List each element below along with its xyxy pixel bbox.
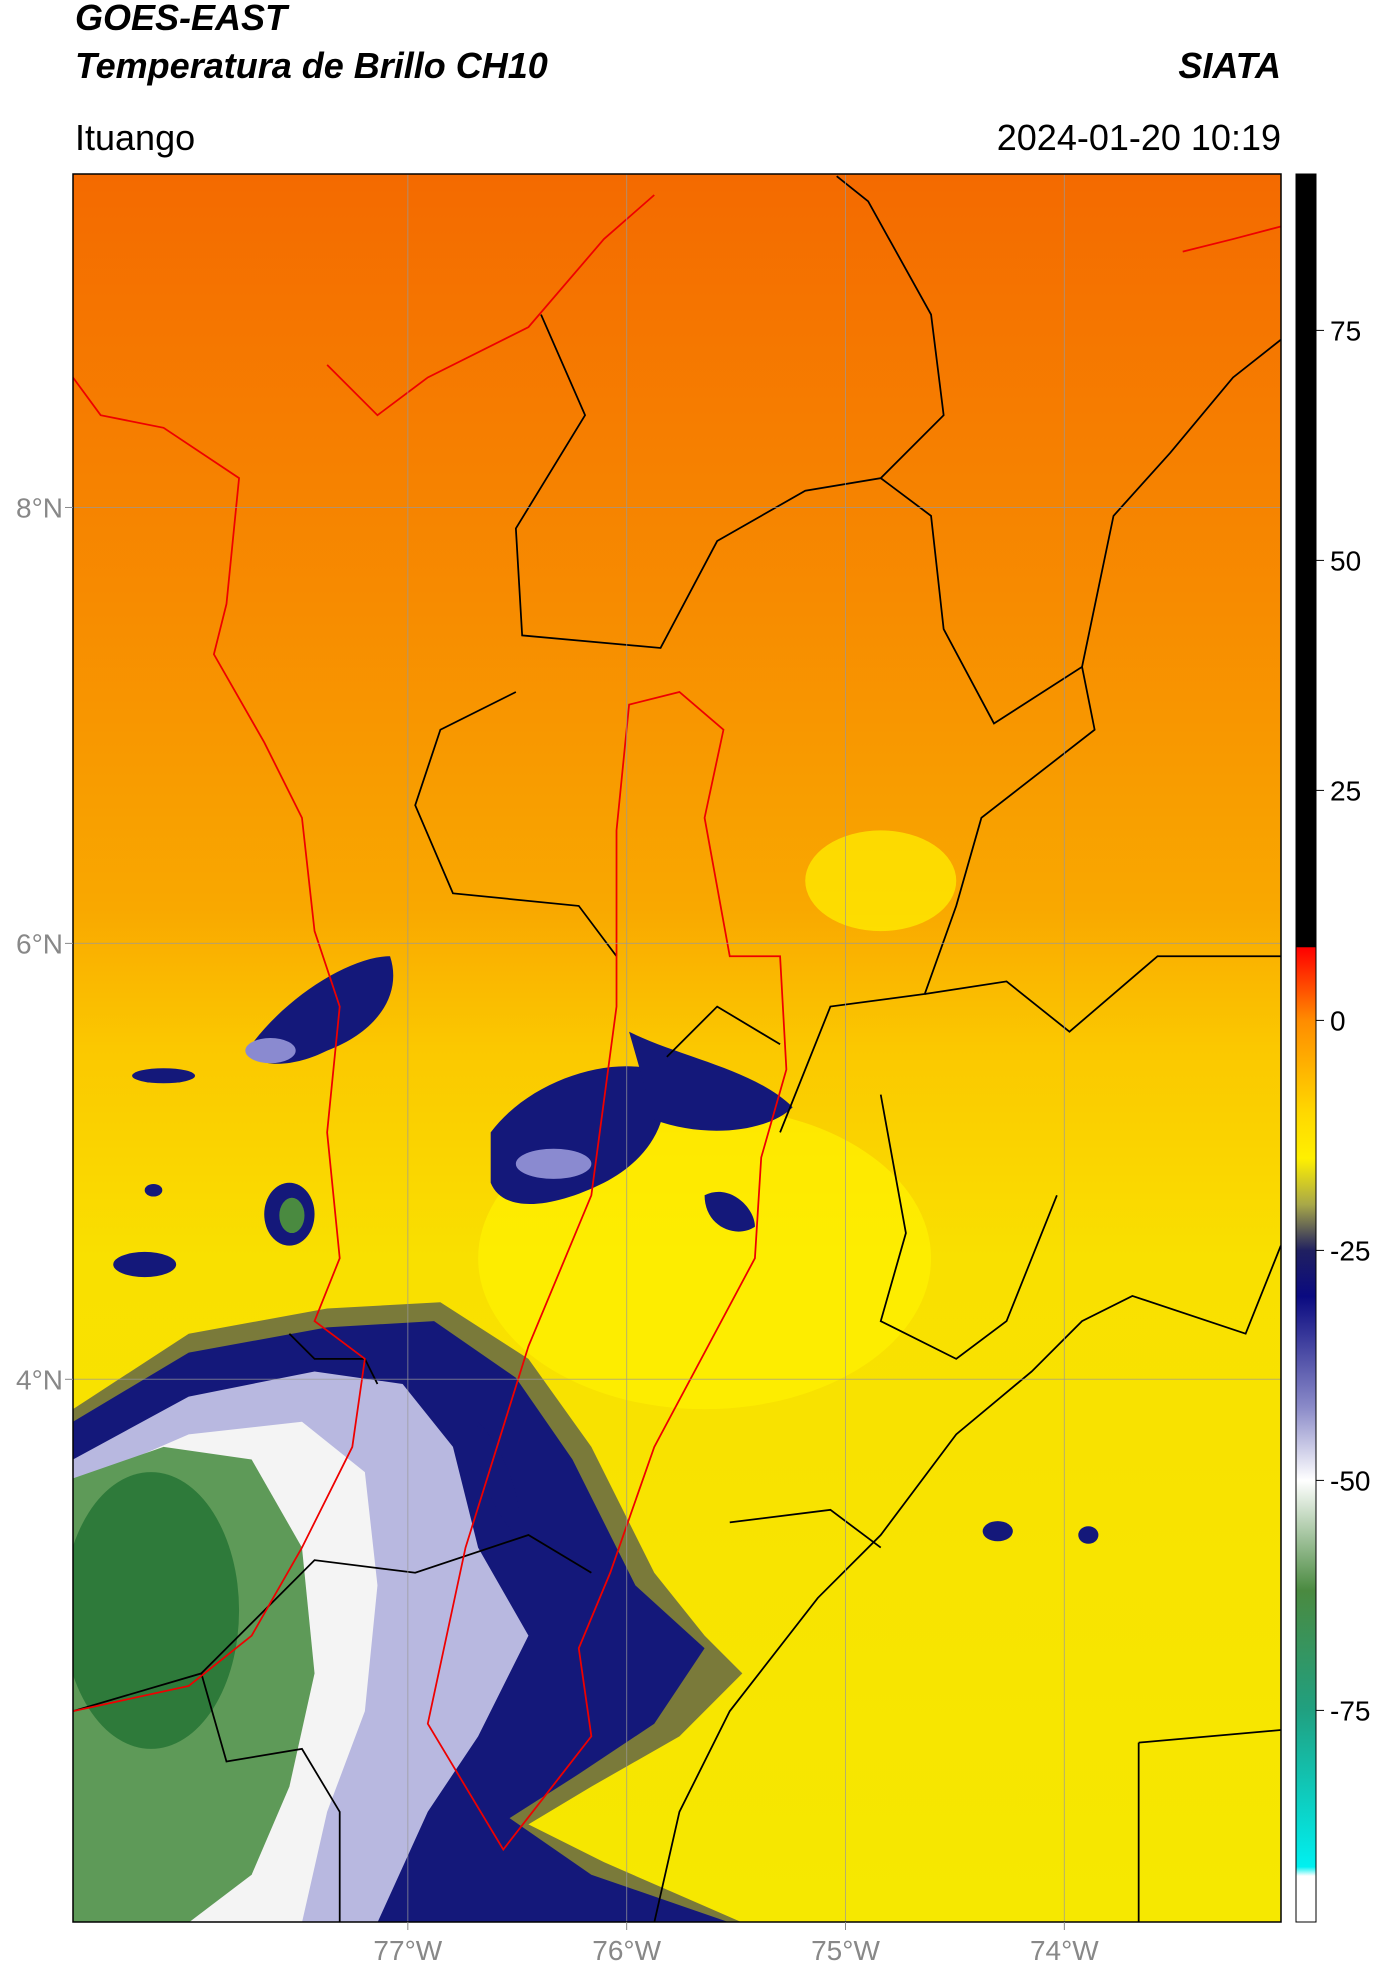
colorbar-tick-label: 75 <box>1330 315 1361 346</box>
colorbar-tick-label: 50 <box>1330 545 1361 576</box>
subtitle: Temperatura de Brillo CH10 <box>75 45 548 86</box>
colorbar-tick-label: -50 <box>1330 1465 1370 1496</box>
timestamp: 2024-01-20 10:19 <box>997 117 1281 158</box>
source: SIATA <box>1178 45 1281 86</box>
grid <box>73 174 1281 1922</box>
colorbar-tick-label: -75 <box>1330 1695 1370 1726</box>
x-tick-label: 74°W <box>1030 1935 1099 1966</box>
title: GOES-EAST <box>75 0 290 38</box>
plot-frame <box>72 173 1282 1923</box>
colorbar <box>1295 173 1317 1923</box>
y-tick-label: 6°N <box>16 928 63 959</box>
x-tick-label: 75°W <box>811 1935 880 1966</box>
y-tick-label: 8°N <box>16 492 63 523</box>
colorbar-tick-label: 0 <box>1330 1005 1346 1036</box>
map <box>73 174 1281 1922</box>
y-tick-label: 4°N <box>16 1364 63 1395</box>
x-tick-label: 76°W <box>592 1935 661 1966</box>
region: Ituango <box>75 117 195 158</box>
colorbar-tick-label: -25 <box>1330 1235 1370 1266</box>
map-imagery <box>73 174 1281 1922</box>
x-tick-label: 77°W <box>373 1935 442 1966</box>
colorbar-tick-label: 25 <box>1330 775 1361 806</box>
